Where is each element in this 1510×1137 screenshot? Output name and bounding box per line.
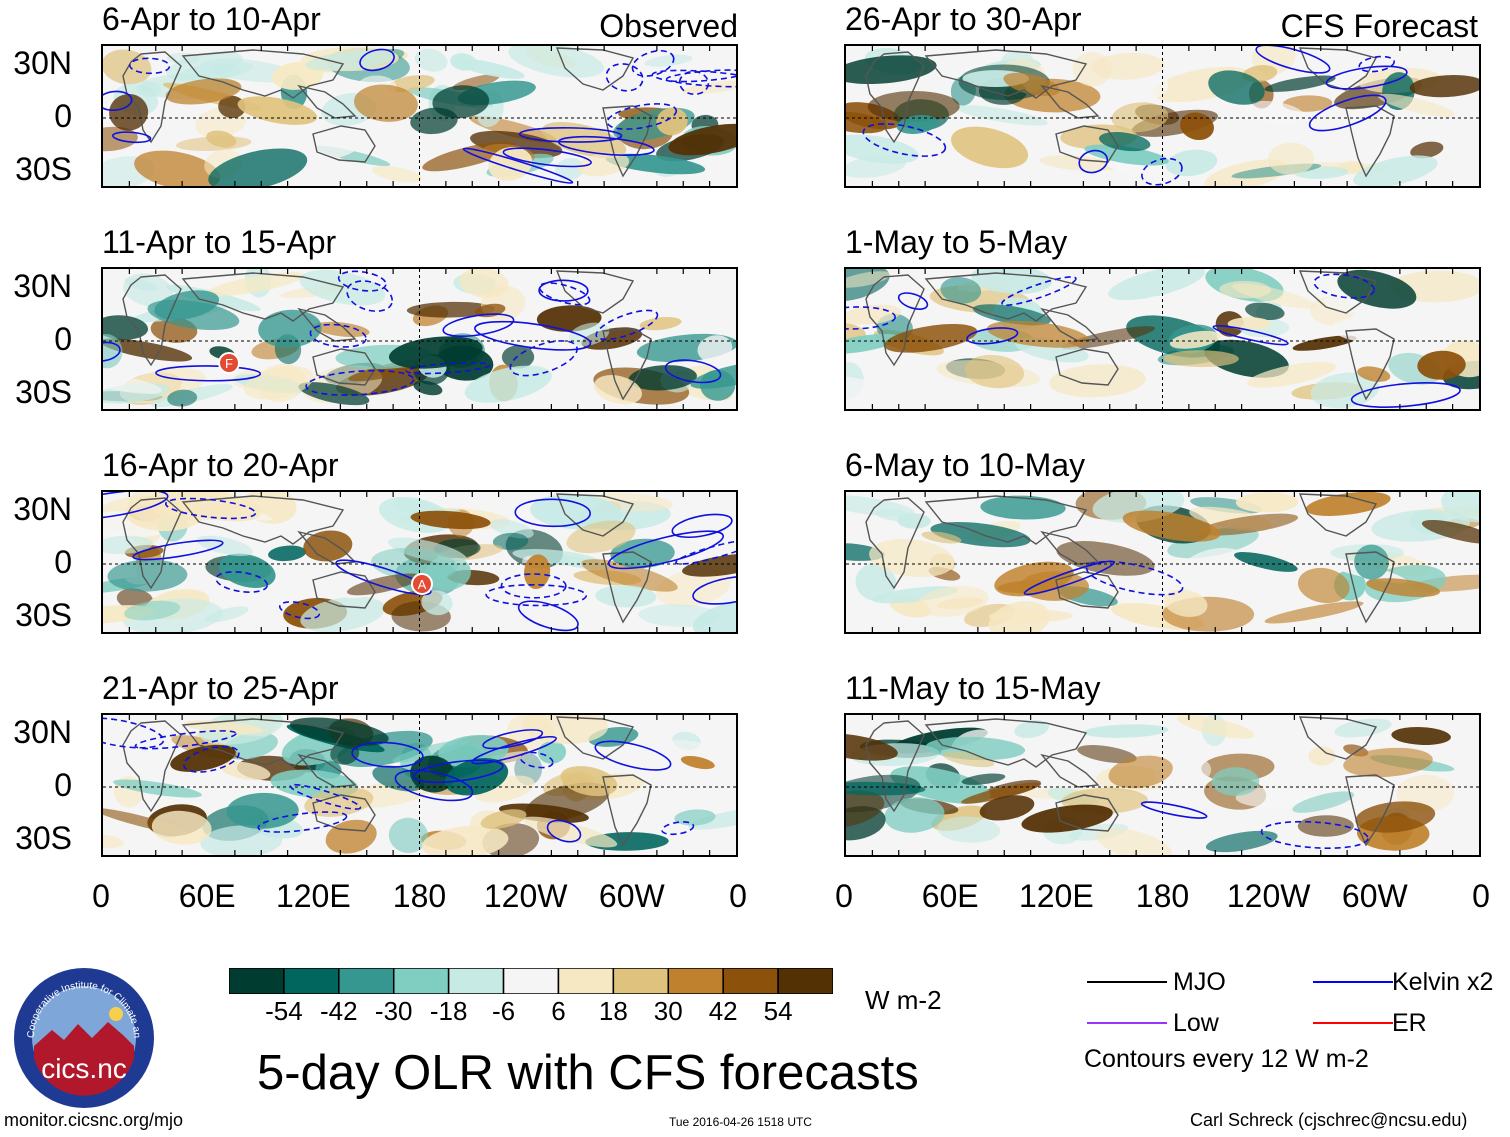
- olr-map-observed-4: [101, 713, 738, 857]
- lat-label: 0: [54, 321, 72, 357]
- lon-label: 180: [1135, 878, 1190, 914]
- colorbar-swatch: [283, 967, 340, 995]
- colorbar-swatch: [447, 967, 505, 995]
- lon-label: 0: [1472, 878, 1490, 914]
- main-title: 5-day OLR with CFS forecasts: [257, 1046, 919, 1100]
- footer-url[interactable]: monitor.cicsnc.org/mjo: [4, 1110, 184, 1130]
- lat-label: 0: [54, 544, 72, 580]
- olr-map-forecast-3: [844, 490, 1481, 634]
- lon-label: 120W: [1226, 878, 1311, 914]
- legend-label-kelvin: Kelvin x2: [1392, 968, 1494, 996]
- colorbar-tick-label: -54: [265, 996, 303, 1026]
- colorbar-tick-label: 42: [708, 996, 738, 1026]
- lon-label: 60W: [598, 878, 665, 914]
- colorbar-tick-label: -42: [320, 996, 358, 1026]
- lat-label: 30N: [13, 491, 72, 527]
- lat-label: 0: [54, 767, 72, 803]
- lon-label: 60E: [178, 878, 236, 914]
- panel-title: 26-Apr to 30-Apr: [845, 1, 1082, 37]
- lat-label: 30N: [13, 268, 72, 304]
- storm-marker-label: A: [418, 577, 427, 592]
- legend-line-kelvin: [1313, 981, 1393, 983]
- colorbar-tick-label: 18: [598, 996, 628, 1026]
- colorbar-swatch: [612, 967, 670, 995]
- cics-logo: Cooperative Institute for Climate and Sa…: [9, 958, 156, 1110]
- colorbar-swatch: [338, 967, 395, 995]
- storm-marker: A: [410, 572, 434, 596]
- forecast-label: CFS Forecast: [1280, 8, 1478, 44]
- colorbar-swatch: [777, 967, 834, 995]
- panel-title: 16-Apr to 20-Apr: [102, 447, 339, 483]
- legend-label-mjo: MJO: [1173, 968, 1226, 996]
- lon-label: 0: [92, 878, 110, 914]
- colorbar-units: W m-2: [865, 985, 942, 1015]
- legend-line-low: [1087, 1022, 1167, 1024]
- legend-label-er: ER: [1392, 1009, 1427, 1037]
- colorbar-swatch: [228, 967, 285, 995]
- panel-title: 6-May to 10-May: [845, 447, 1086, 483]
- legend-line-er: [1313, 1022, 1393, 1024]
- legend: MJO Kelvin x2 Low ER Contours every 12 W…: [1084, 967, 1501, 1077]
- colorbar-swatch: [502, 967, 560, 995]
- colorbar-swatch: [557, 967, 615, 995]
- olr-map-observed-3: [101, 490, 738, 634]
- olr-map-observed-2: [101, 267, 738, 411]
- colorbar-tick-label: 6: [551, 996, 566, 1026]
- panel-title: 11-May to 15-May: [845, 670, 1101, 706]
- olr-map-observed-1: [101, 44, 738, 188]
- olr-map-forecast-4: [844, 713, 1481, 857]
- lat-label: 30N: [13, 714, 72, 750]
- colorbar: [228, 967, 834, 995]
- lon-label: 60E: [921, 878, 979, 914]
- colorbar-tick-label: -30: [374, 996, 413, 1026]
- lat-label: 0: [54, 98, 72, 134]
- colorbar-tick-label: 30: [653, 996, 683, 1026]
- colorbar-tick-label: -18: [429, 996, 468, 1026]
- lon-label: 60W: [1341, 878, 1408, 914]
- lon-label: 180: [392, 878, 447, 914]
- storm-marker-label: F: [225, 356, 233, 371]
- contour-note: Contours every 12 W m-2: [1084, 1045, 1369, 1073]
- panel-title: 6-Apr to 10-Apr: [102, 1, 321, 37]
- lon-label: 0: [729, 878, 747, 914]
- lat-label: 30S: [15, 597, 72, 633]
- lon-label: 120E: [275, 878, 351, 914]
- lon-label: 120E: [1018, 878, 1094, 914]
- panel-title: 1-May to 5-May: [845, 224, 1068, 260]
- colorbar-tick-label: -6: [491, 996, 516, 1026]
- olr-map-forecast-2: [844, 267, 1481, 411]
- legend-label-low: Low: [1173, 1009, 1219, 1037]
- colorbar-swatch: [722, 967, 779, 995]
- legend-line-mjo: [1087, 981, 1167, 983]
- footer-author: Carl Schreck (cjschrec@ncsu.edu): [1190, 1110, 1468, 1130]
- observed-label: Observed: [599, 8, 738, 44]
- logo-text: cics.nc: [41, 1053, 127, 1084]
- lon-label: 0: [835, 878, 853, 914]
- colorbar-swatch: [667, 967, 724, 995]
- lat-label: 30S: [15, 374, 72, 410]
- olr-map-forecast-1: [844, 44, 1481, 188]
- panel-title: 11-Apr to 15-Apr: [102, 224, 337, 260]
- lat-label: 30S: [15, 151, 72, 187]
- lon-label: 120W: [483, 878, 568, 914]
- lat-label: 30N: [13, 45, 72, 81]
- colorbar-tick-label: 54: [763, 996, 793, 1026]
- lat-label: 30S: [15, 820, 72, 856]
- footer-timestamp: Tue 2016-04-26 1518 UTC: [669, 1115, 812, 1129]
- colorbar-swatch: [392, 967, 450, 995]
- storm-marker: F: [217, 351, 241, 375]
- panel-title: 21-Apr to 25-Apr: [102, 670, 339, 706]
